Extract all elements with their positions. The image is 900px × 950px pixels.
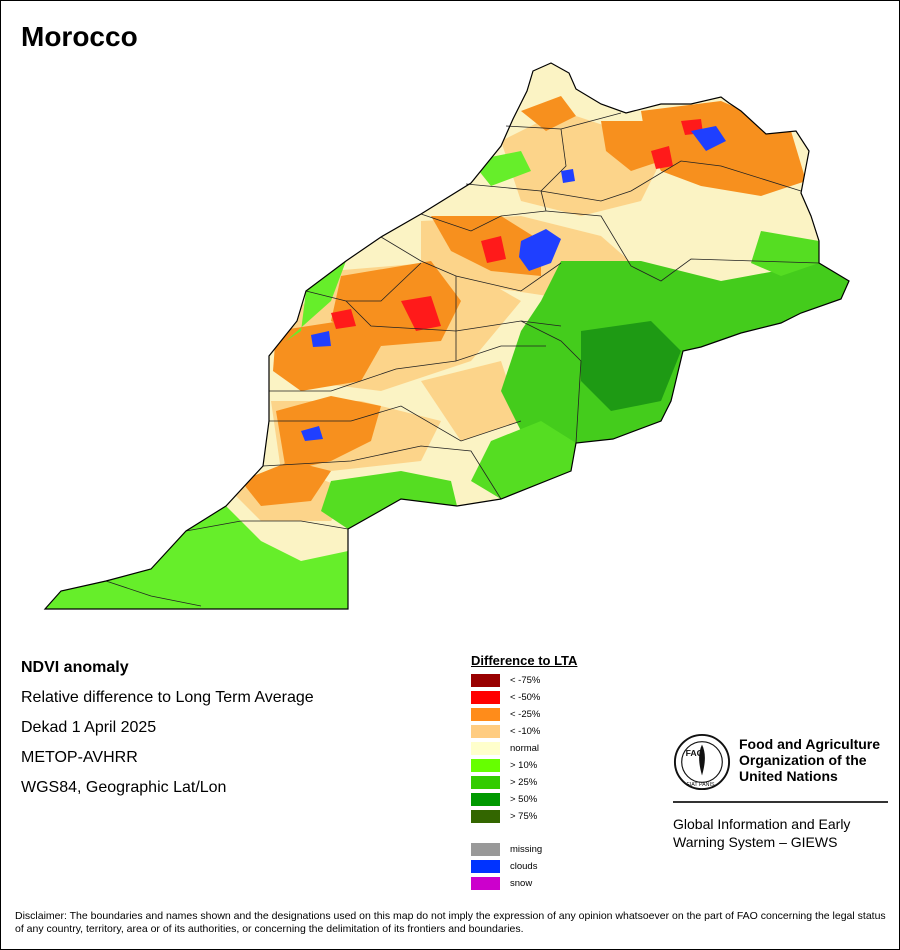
legend-item: < -50% (471, 689, 651, 706)
fao-name: Food and Agriculture Organization of the… (739, 736, 881, 784)
legend-item: normal (471, 740, 651, 757)
legend-swatch (471, 708, 500, 721)
legend-swatch (471, 674, 500, 687)
legend-label: > 10% (510, 760, 538, 771)
legend-label: > 50% (510, 794, 538, 805)
legend-swatch (471, 877, 500, 890)
legend-item: < -10% (471, 723, 651, 740)
legend-label: normal (510, 743, 540, 754)
legend-label: < -75% (510, 675, 541, 686)
disclaimer: Disclaimer: The boundaries and names sho… (15, 910, 886, 935)
legend-swatch (471, 725, 500, 738)
info-line: Relative difference to Long Term Average (21, 689, 314, 706)
legend-label: < -10% (510, 726, 541, 737)
legend-swatch (471, 691, 500, 704)
fao-logo-motto: FIAT PANIS (687, 782, 715, 788)
legend-swatch (471, 742, 500, 755)
fao-logo-icon: FAO FIAT PANIS (673, 733, 731, 791)
giews-name: Global Information and Early Warning Sys… (673, 816, 851, 850)
info-line: WGS84, Geographic Lat/Lon (21, 779, 227, 796)
region-boundaries (105, 112, 820, 607)
legend-swatch (471, 759, 500, 772)
legend-label: < -25% (510, 709, 541, 720)
fao-logo-text: FAO (686, 748, 704, 758)
legend-item: clouds (471, 858, 651, 875)
legend-label: clouds (510, 861, 538, 872)
legend-item: > 25% (471, 774, 651, 791)
legend-title: Difference to LTA (471, 653, 578, 668)
legend-label: snow (510, 878, 533, 889)
legend-label: < -50% (510, 692, 541, 703)
legend-item: < -75% (471, 672, 651, 689)
map-info: NDVI anomaly Relative difference to Long… (21, 657, 314, 807)
map-title: Morocco (21, 21, 138, 52)
info-line: METOP-AVHRR (21, 749, 138, 766)
legend-item: snow (471, 875, 651, 892)
fao-divider (673, 801, 888, 803)
info-line: Dekad 1 April 2025 (21, 719, 157, 736)
info-heading: NDVI anomaly (21, 659, 129, 676)
legend-item: > 75% (471, 808, 651, 825)
legend-swatch (471, 810, 500, 823)
legend-item: missing (471, 841, 651, 858)
anomaly-layer (45, 96, 849, 609)
legend-swatch (471, 776, 500, 789)
fao-branding: FAO FIAT PANIS Food and Agriculture Orga… (673, 733, 889, 851)
legend-label: > 75% (510, 811, 538, 822)
legend-item: > 50% (471, 791, 651, 808)
legend-item: < -25% (471, 706, 651, 723)
ndvi-map (44, 62, 850, 610)
legend-label: missing (510, 844, 543, 855)
legend-label: > 25% (510, 777, 538, 788)
legend-swatch (471, 793, 500, 806)
legend-swatch (471, 860, 500, 873)
legend-item: > 10% (471, 757, 651, 774)
legend-swatch (471, 843, 500, 856)
legend: Difference to LTA < -75% < -50% < -25% < -1… (471, 653, 651, 892)
